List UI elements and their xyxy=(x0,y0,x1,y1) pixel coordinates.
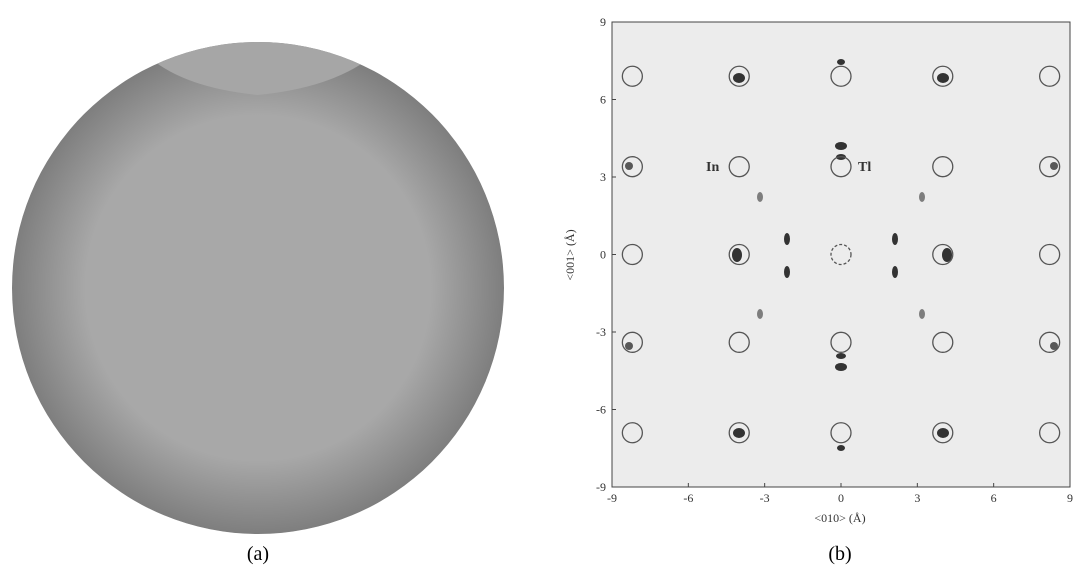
atom-position xyxy=(830,331,852,353)
atom-position xyxy=(830,422,852,444)
y-tick-label: -9 xyxy=(596,480,606,494)
atom-position xyxy=(1038,331,1061,353)
panel-label: (b) xyxy=(828,543,851,565)
y-tick-label: 3 xyxy=(600,170,606,184)
density-spots xyxy=(625,59,1058,451)
atom-position xyxy=(621,331,644,353)
atom-position xyxy=(932,65,954,87)
y-axis-label: <001> (Å) xyxy=(563,229,577,280)
y-tick-label: -6 xyxy=(596,403,606,417)
atom-position xyxy=(728,331,750,353)
x-axis-label: <010> (Å) xyxy=(814,511,865,525)
atom-position xyxy=(621,65,644,87)
x-tick-label: 6 xyxy=(991,491,997,505)
plot-area xyxy=(611,21,1071,488)
atom-position xyxy=(621,156,644,178)
atom-position xyxy=(830,243,852,266)
atom-position xyxy=(932,156,954,178)
atom-position xyxy=(1038,243,1061,266)
atom-position xyxy=(728,422,750,444)
atom-position xyxy=(1038,65,1061,87)
atom-position xyxy=(728,243,750,266)
panel-label: (a) xyxy=(247,543,269,565)
hologram-sphere xyxy=(12,42,504,534)
x-tick-label: -6 xyxy=(683,491,693,505)
y-tick-label: 6 xyxy=(600,93,606,107)
atom-position xyxy=(728,65,750,87)
atom-position xyxy=(1038,156,1061,178)
atom-position xyxy=(621,243,644,266)
atom-position xyxy=(1038,422,1061,444)
annotation: In xyxy=(706,160,719,175)
y-tick-label: 0 xyxy=(600,248,606,262)
x-tick-label: -9 xyxy=(607,491,617,505)
x-tick-label: 3 xyxy=(914,491,920,505)
x-tick-label: 0 xyxy=(838,491,844,505)
annotation: Tl xyxy=(858,160,871,175)
atom-position xyxy=(830,156,852,178)
y-tick-label: -3 xyxy=(596,325,606,339)
atom-position xyxy=(932,331,954,353)
x-tick-label: -3 xyxy=(760,491,770,505)
x-tick-label: 9 xyxy=(1067,491,1073,505)
atom-position xyxy=(621,422,644,444)
atom-position xyxy=(932,243,954,266)
atom-position xyxy=(932,422,954,444)
atom-position xyxy=(728,156,750,178)
y-tick-label: 9 xyxy=(600,15,606,29)
atom-position xyxy=(830,65,852,87)
